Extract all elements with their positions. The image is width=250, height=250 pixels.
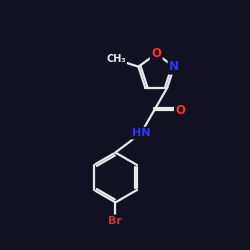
Text: Br: Br — [108, 216, 122, 226]
Text: O: O — [151, 47, 161, 60]
Text: CH₃: CH₃ — [106, 54, 126, 64]
Text: N: N — [169, 60, 179, 73]
Text: HN: HN — [132, 128, 150, 138]
Text: O: O — [176, 104, 186, 117]
